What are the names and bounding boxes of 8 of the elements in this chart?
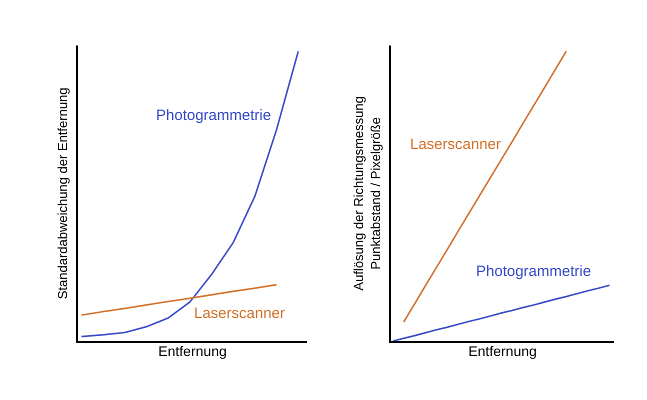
x-axis-title: Entfernung bbox=[158, 342, 227, 359]
series-label: Photogrammetrie bbox=[476, 263, 592, 280]
x-axis-title: Entfernung bbox=[468, 342, 537, 359]
series-label: Laserscanner bbox=[410, 136, 501, 153]
series-label: Laserscanner bbox=[194, 305, 285, 322]
y-axis-title: Standardabweichung der Entfernung bbox=[54, 87, 70, 300]
y-axis-title: Auflösung der Richtungsmessung Punktabstand / Pixelgröße bbox=[351, 96, 383, 291]
series-label: Photogrammetrie bbox=[156, 107, 272, 124]
